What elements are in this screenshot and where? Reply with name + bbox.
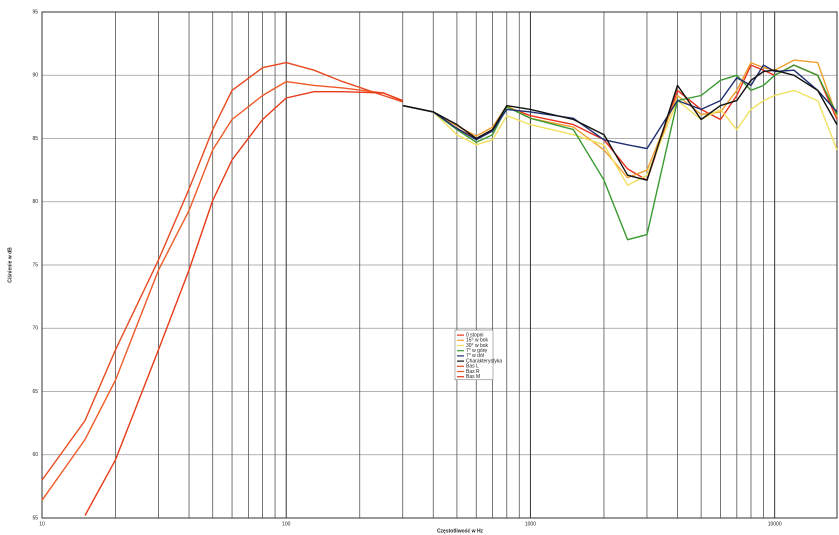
y-tick-label: 55 [32,515,38,521]
series-line [402,69,838,181]
x-tick-label: 100 [282,521,291,527]
x-axis-label: Częstotliwość w Hz [437,528,484,534]
y-axis-label: Ciśnienie w dB [7,247,13,283]
y-tick-label: 80 [32,199,38,205]
legend-label: Bas R [466,369,480,375]
y-tick-label: 65 [32,389,38,395]
y-tick-label: 70 [32,326,38,332]
plot-frame [41,11,838,519]
y-tick-label: 75 [32,262,38,268]
legend-label: Bas L [466,364,479,370]
legend-label: 7° w dół [466,353,485,359]
legend-label: Bas M [466,374,480,380]
y-tick-label: 95 [32,9,38,15]
series-line [41,61,403,481]
y-tick-label: 60 [32,452,38,458]
legend-label: Charakterystyka [466,358,502,364]
legend-label: 0 stopni [466,332,484,338]
x-tick-label: 10 [39,521,45,527]
series-line [84,90,403,516]
y-tick-label: 85 [32,136,38,142]
series-line [41,80,403,501]
legend-label: 7° w górę [466,348,487,354]
series-line [402,64,838,241]
legend-label: 30° w bok [466,343,489,349]
y-tick-label: 90 [32,73,38,79]
x-tick-label: 1000 [525,521,536,527]
legend-label: 15° w bok [466,338,489,344]
x-tick-label: 10000 [768,521,782,527]
series-line [402,64,838,150]
series-line [402,89,838,187]
